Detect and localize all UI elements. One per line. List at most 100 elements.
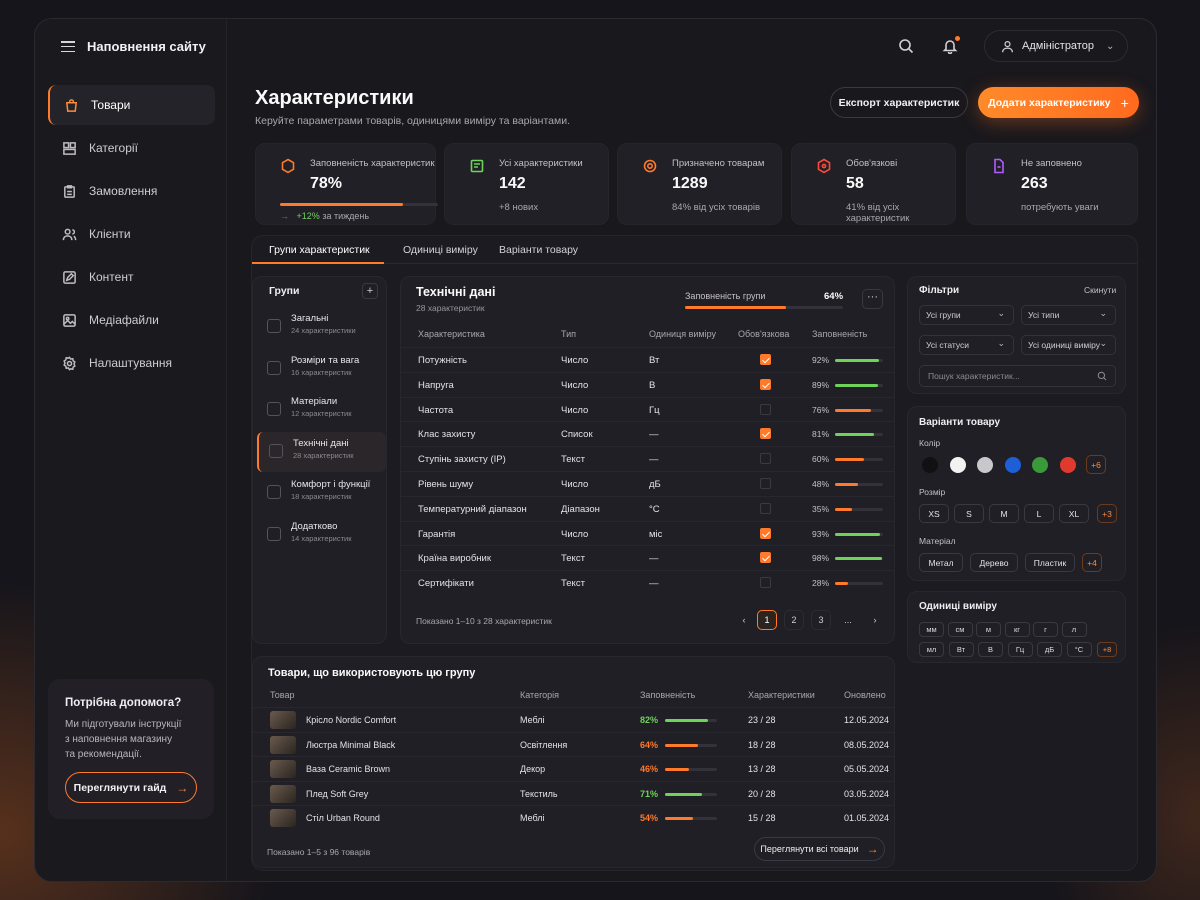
unit-chip[interactable]: дБ [1037,642,1062,657]
add-characteristic-button[interactable]: Додати характеристику + [978,87,1139,118]
table-row[interactable]: Сертифікати Текст — 28% [401,570,894,595]
sidebar-item-orders[interactable]: Замовлення [48,171,215,211]
material-chip[interactable]: Пластик [1025,553,1075,572]
required-checkbox[interactable] [760,403,771,415]
group-item[interactable]: Загальні 24 характеристики [257,307,386,347]
material-chip[interactable]: Метал [919,553,963,572]
sidebar-item-clients[interactable]: Клієнти [48,214,215,254]
sidebar-item-content[interactable]: Контент [48,257,215,297]
column-header[interactable]: Тип [561,329,577,339]
group-select[interactable]: Усі групи [919,304,1014,325]
table-row[interactable]: Клас захисту Список — 81% [401,421,894,446]
group-item[interactable]: Технічні дані 28 характеристик [257,431,386,472]
sidebar-item-products[interactable]: Товари [48,85,215,125]
table-row[interactable]: Температурний діапазон Діапазон °С 35% [401,495,894,521]
required-checkbox[interactable] [760,478,771,489]
required-checkbox[interactable] [760,527,771,539]
size-chip[interactable]: S [954,504,984,523]
column-header[interactable]: Характеристика [418,329,485,339]
product-row[interactable]: Плед Soft Grey Текстиль 71% 20 / 28 03.05.20… [253,780,894,805]
group-item[interactable]: Матеріали 12 характеристик [257,390,386,430]
unit-chip[interactable]: см [947,622,973,637]
unit-select[interactable]: Усі одиниці виміру [1021,334,1116,355]
group-item[interactable]: Додатково 14 характеристик [257,515,386,555]
color-swatch[interactable] [1059,457,1076,473]
unit-chip[interactable]: кг [1004,622,1030,637]
page-button[interactable]: 2 [784,610,804,630]
color-swatch[interactable] [1032,457,1048,473]
color-swatch[interactable] [977,457,993,473]
column-header[interactable]: Заповненість [812,329,868,339]
table-row[interactable]: Частота Число Гц 76% [401,396,894,422]
sidebar-item-categories[interactable]: Категорії [48,128,215,168]
unit-chip[interactable]: м [976,622,1001,637]
column-header[interactable]: Оновлено [844,690,886,700]
product-row[interactable]: Стіл Urban Round Меблі 54% 15 / 28 01.05.202… [253,805,894,829]
color-swatch[interactable] [949,457,966,473]
required-checkbox[interactable] [760,577,771,589]
required-checkbox[interactable] [760,453,771,465]
view-all-products-button[interactable]: Переглянути всі товари → [754,837,885,861]
page-button[interactable]: 3 [811,610,831,630]
unit-chip[interactable]: г [1033,622,1058,637]
status-select[interactable]: Усі статуси [919,334,1014,355]
column-header[interactable]: Характеристики [748,690,815,700]
more-options-button[interactable]: ··· [862,289,883,309]
unit-chip[interactable]: Гц [1007,642,1033,657]
more-units-chip[interactable]: +8 [1097,642,1117,657]
view-guide-button[interactable]: Переглянути гайд → [65,772,197,803]
page-button[interactable]: › [873,615,877,625]
table-row[interactable]: Потужність Число Вт 92% [401,347,894,372]
column-header[interactable]: Категорія [520,690,560,700]
column-header[interactable]: Обов'язкова [738,329,790,339]
table-row[interactable]: Країна виробник Текст — 98% [401,545,894,570]
search-icon[interactable] [898,38,914,54]
user-menu[interactable]: Адміністратор ⌄ [984,30,1128,62]
column-header[interactable]: Одиниця виміру [649,329,717,339]
menu-icon[interactable] [61,41,75,52]
sidebar-item-settings[interactable]: Налаштування [48,343,215,383]
size-chip[interactable]: L [1024,504,1054,523]
table-row[interactable]: Рівень шуму Число дБ 48% [401,471,894,496]
required-checkbox[interactable] [760,378,771,390]
tab-groups[interactable]: Групи характеристик [269,244,370,256]
size-chip[interactable]: XL [1059,504,1089,523]
size-chip[interactable]: M [989,504,1019,523]
material-chip[interactable]: Дерево [970,553,1018,572]
sidebar-item-media[interactable]: Медіафайли [48,300,215,340]
required-checkbox[interactable] [760,354,771,365]
more-sizes-chip[interactable]: +3 [1097,504,1117,523]
type-select[interactable]: Усі типи [1021,304,1116,325]
unit-chip[interactable]: мл [919,642,944,657]
unit-chip[interactable]: мм [919,622,944,637]
tab-units[interactable]: Одиниці виміру [403,244,478,256]
required-checkbox[interactable] [760,428,771,440]
unit-chip[interactable]: Вт [948,642,974,657]
more-colors-chip[interactable]: +6 [1086,455,1106,474]
group-item[interactable]: Комфорт і функції 18 характеристик [257,473,386,513]
required-checkbox[interactable] [760,502,771,514]
page-button[interactable]: ‹ [742,615,746,625]
color-swatch[interactable] [1004,457,1021,473]
bell-icon[interactable] [942,38,958,54]
unit-chip[interactable]: °С [1066,642,1092,657]
required-checkbox[interactable] [760,552,771,564]
unit-chip[interactable]: В [978,642,1003,657]
group-item[interactable]: Розміри та вага 16 характеристик [257,349,386,389]
column-header[interactable]: Заповненість [640,690,696,700]
tab-variants[interactable]: Варіанти товару [499,244,579,256]
product-row[interactable]: Крісло Nordic Comfort Меблі 82% 23 / 28 12.0… [253,707,894,731]
more-materials-chip[interactable]: +4 [1082,553,1102,572]
reset-filters-link[interactable]: Скинути [1084,285,1117,295]
add-group-button[interactable]: + [362,283,378,299]
table-row[interactable]: Ступінь захисту (IP) Текст — 60% [401,446,894,471]
color-swatch[interactable] [922,457,938,473]
page-button[interactable]: 1 [757,610,777,630]
column-header[interactable]: Товар [270,690,295,700]
table-row[interactable]: Гарантія Число міс 93% [401,520,894,546]
size-chip[interactable]: XS [919,504,949,523]
product-row[interactable]: Люстра Minimal Black Освітлення 64% 18 / 28… [253,731,894,756]
page-button[interactable]: ... [844,615,852,625]
unit-chip[interactable]: л [1061,622,1087,637]
export-button[interactable]: Експорт характеристик [830,87,968,118]
